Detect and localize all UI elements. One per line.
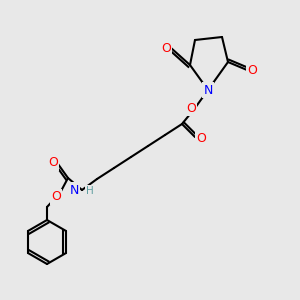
- Text: O: O: [196, 133, 206, 146]
- Text: O: O: [48, 157, 58, 169]
- Text: N: N: [203, 83, 213, 97]
- Text: O: O: [51, 190, 61, 203]
- Text: O: O: [161, 41, 171, 55]
- Text: H: H: [86, 186, 94, 196]
- Text: N: N: [70, 184, 79, 196]
- Text: O: O: [186, 101, 196, 115]
- Text: O: O: [247, 64, 257, 76]
